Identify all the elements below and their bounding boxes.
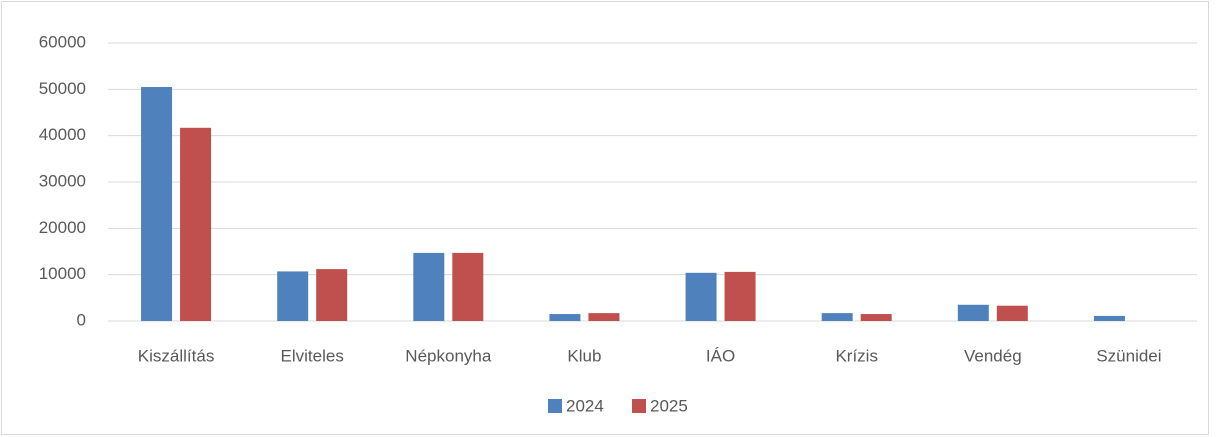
y-tick-label: 30000	[39, 171, 86, 190]
bar	[996, 305, 1028, 321]
y-tick-label: 20000	[39, 218, 86, 237]
y-tick-label: 40000	[39, 125, 86, 144]
x-tick-label: Szünidei	[1096, 346, 1161, 365]
y-tick-label: 60000	[39, 32, 86, 51]
bar	[957, 304, 989, 321]
bar	[413, 252, 445, 321]
legend-swatch	[632, 399, 646, 413]
y-tick-label: 10000	[39, 264, 86, 283]
bar	[1093, 315, 1125, 321]
bar	[724, 271, 756, 321]
x-tick-label: Klub	[567, 346, 601, 365]
legend-label: 2024	[566, 396, 604, 415]
bar	[821, 313, 853, 321]
x-tick-label: Kiszállítás	[138, 346, 215, 365]
bar	[452, 252, 484, 321]
bar	[549, 314, 581, 321]
bar	[685, 272, 717, 321]
x-tick-label: IÁO	[706, 346, 735, 365]
bar	[141, 87, 173, 322]
y-tick-label: 0	[77, 310, 86, 329]
legend-swatch	[548, 399, 562, 413]
bar	[588, 313, 620, 321]
x-tick-label: Népkonyha	[405, 346, 492, 365]
bar	[180, 127, 212, 321]
x-tick-label: Krízis	[835, 346, 878, 365]
bar	[860, 314, 892, 321]
legend-label: 2025	[650, 396, 688, 415]
y-tick-label: 50000	[39, 79, 86, 98]
x-tick-label: Vendég	[964, 346, 1022, 365]
x-tick-label: Elviteles	[281, 346, 344, 365]
bar	[277, 271, 309, 321]
bar	[316, 269, 348, 321]
